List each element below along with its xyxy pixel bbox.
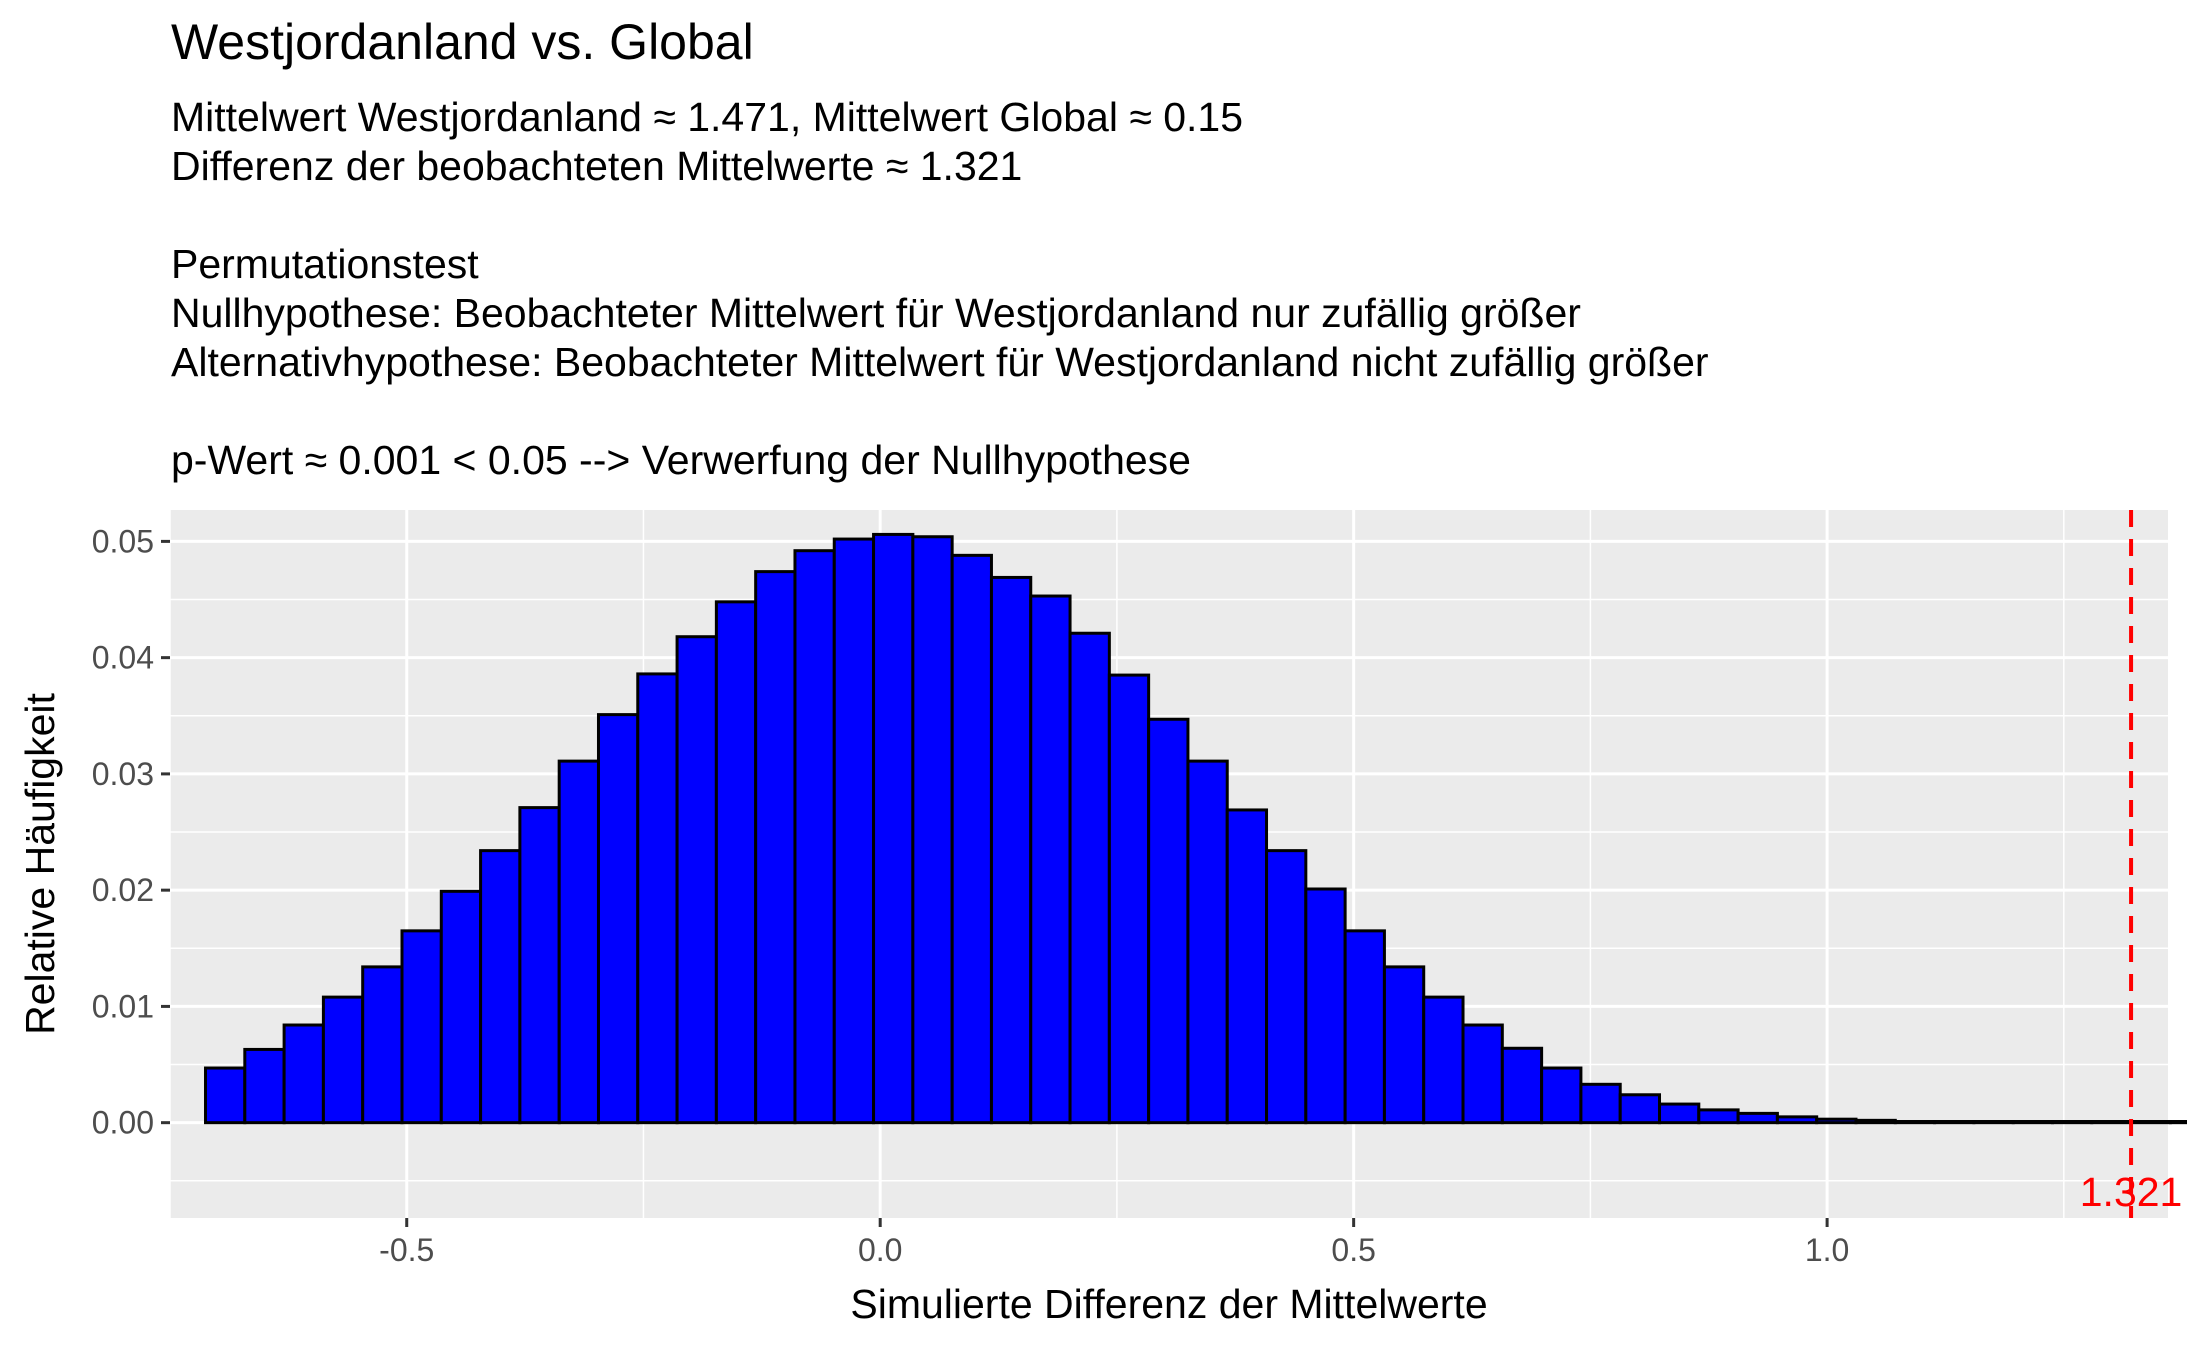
y-axis-ticks: 0.00 0.01 0.02 0.03 0.04 0.05	[92, 523, 170, 1141]
histogram-bar	[361, 965, 404, 1125]
histogram-bar	[636, 672, 679, 1125]
histogram-bar	[832, 537, 876, 1125]
histogram-bar	[518, 806, 561, 1125]
histogram-bar	[1382, 965, 1426, 1125]
histogram-bar	[714, 600, 758, 1125]
histogram-bar	[754, 570, 797, 1125]
x-tick-label: 0.5	[1331, 1232, 1375, 1268]
histogram-bar	[1815, 1117, 1858, 1125]
x-tick-label: 0.0	[858, 1232, 902, 1268]
histogram-bar	[1618, 1093, 1662, 1125]
subtitle-line-6: Alternativhypothese: Beobachteter Mittel…	[171, 339, 1709, 385]
histogram-bar	[2050, 1120, 2094, 1125]
x-axis-title: Simulierte Differenz der Mittelwerte	[850, 1281, 1487, 1327]
histogram-bar	[1225, 808, 1269, 1125]
y-tick-label: 0.00	[92, 1105, 154, 1141]
histogram-bar	[479, 849, 522, 1125]
histogram-bar	[1579, 1082, 1622, 1125]
histogram-bar	[1422, 995, 1465, 1125]
histogram-bar	[282, 1023, 325, 1125]
histogram-bar	[1893, 1120, 1937, 1125]
histogram-bar	[1933, 1120, 1976, 1125]
histogram-bar	[1343, 929, 1386, 1125]
subtitle-line-2: Differenz der beobachteten Mittelwerte ≈…	[171, 143, 1022, 189]
histogram-bar	[321, 995, 365, 1125]
histogram-bar	[204, 1066, 247, 1125]
x-axis-ticks: -0.5 0.0 0.5 1.0	[379, 1218, 1849, 1268]
histogram-bar	[1107, 673, 1151, 1125]
subtitle-line-1: Mittelwert Westjordanland ≈ 1.471, Mitte…	[171, 94, 1243, 140]
histogram-bar	[1147, 717, 1190, 1125]
chart-title: Westjordanland vs. Global	[171, 14, 754, 70]
histogram-bar	[1265, 849, 1308, 1125]
histogram-bar	[793, 549, 836, 1125]
histogram-bar	[2129, 1120, 2172, 1125]
reference-line-group: 1.321	[2080, 510, 2183, 1218]
histogram-bar	[243, 1047, 286, 1125]
subtitle-line-4: Permutationstest	[171, 241, 479, 287]
histogram-bar	[439, 889, 483, 1125]
histogram-bar	[557, 759, 600, 1125]
histogram-bar	[1658, 1102, 1701, 1125]
histogram-bar	[1697, 1108, 1740, 1125]
reference-line-label: 1.321	[2080, 1169, 2183, 1215]
histogram-bar	[675, 635, 718, 1125]
x-tick-label: -0.5	[379, 1232, 434, 1268]
histogram-bars	[204, 532, 2187, 1125]
histogram-bar	[1029, 594, 1072, 1125]
histogram-bar	[1068, 631, 1111, 1125]
y-tick-label: 0.02	[92, 872, 154, 908]
histogram-bar	[1461, 1023, 1504, 1125]
y-tick-label: 0.03	[92, 756, 154, 792]
chart-title-block: Westjordanland vs. Global Mittelwert Wes…	[171, 14, 1709, 483]
y-axis-title: Relative Häufigkeit	[17, 692, 63, 1034]
histogram-bar	[400, 929, 443, 1125]
y-tick-label: 0.04	[92, 640, 154, 676]
histogram-bar	[2090, 1120, 2133, 1125]
histogram-bar	[2011, 1120, 2054, 1125]
histogram-bar	[911, 535, 954, 1125]
subtitle-line-5: Nullhypothese: Beobachteter Mittelwert f…	[171, 290, 1581, 336]
histogram-bar	[1186, 759, 1229, 1125]
subtitle-line-8: p-Wert ≈ 0.001 < 0.05 --> Verwerfung der…	[171, 437, 1191, 483]
histogram-bar	[1972, 1120, 2015, 1125]
histogram-bar	[1854, 1118, 1897, 1125]
x-tick-label: 1.0	[1805, 1232, 1849, 1268]
histogram-bar	[1540, 1066, 1583, 1125]
histogram-bar	[2168, 1120, 2187, 1125]
histogram-bar	[1500, 1046, 1544, 1125]
histogram-bar	[989, 575, 1033, 1125]
y-tick-label: 0.01	[92, 988, 154, 1024]
histogram-bar	[950, 553, 993, 1125]
histogram-bar	[1736, 1111, 1779, 1125]
histogram-bar	[1775, 1115, 1819, 1125]
histogram-bar	[1304, 887, 1347, 1125]
histogram-bar	[872, 532, 915, 1125]
histogram-bar	[596, 713, 640, 1125]
y-tick-label: 0.05	[92, 523, 154, 559]
